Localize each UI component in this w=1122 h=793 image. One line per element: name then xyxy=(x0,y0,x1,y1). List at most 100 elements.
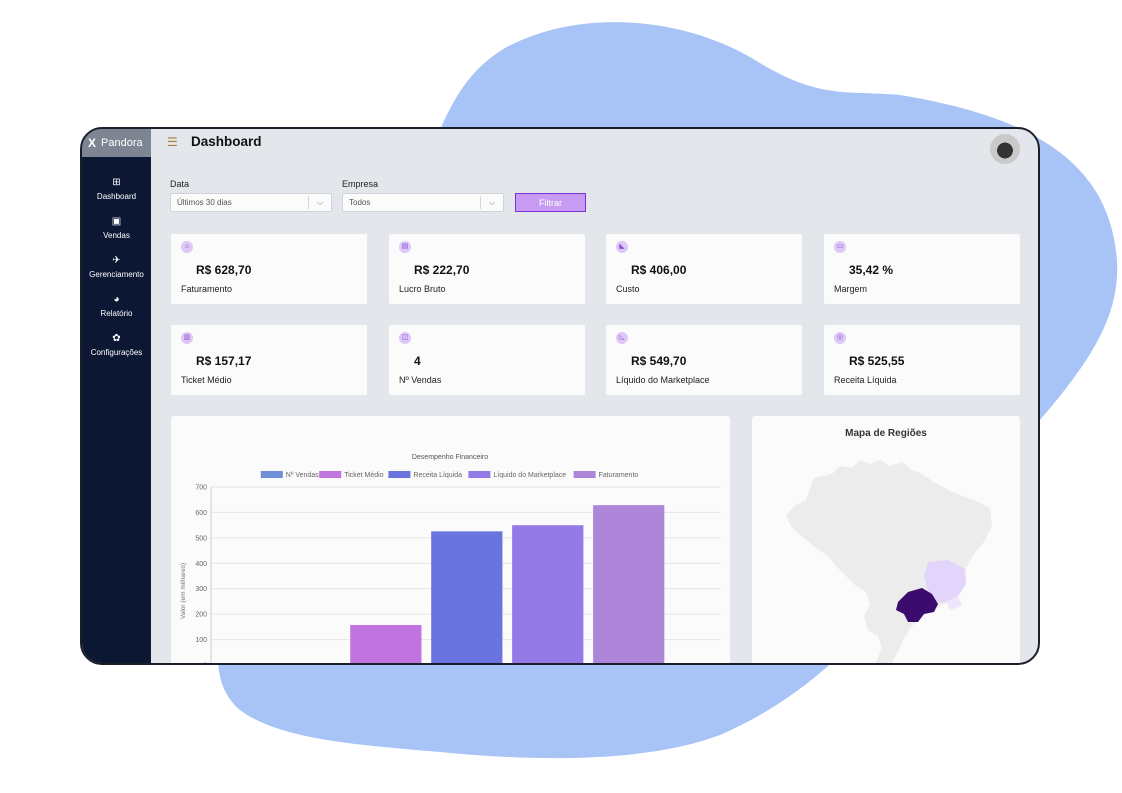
y-tick-label: 500 xyxy=(195,535,207,542)
main-content: ☰ Dashboard Data Últimos 30 dias ⌵ Empre… xyxy=(151,129,1038,663)
kpi-label: Margem xyxy=(834,284,868,294)
kpi-label: Lucro Bruto xyxy=(399,284,446,294)
kpi-card-num-vendas: ◫ 4 Nº Vendas xyxy=(389,325,585,395)
legend-label: Receita Líquida xyxy=(413,472,462,479)
sidebar-item-vendas[interactable]: ▣ Vendas xyxy=(82,216,151,240)
kpi-value: R$ 628,70 xyxy=(196,263,252,277)
kpi-card-liquido-marketplace: ◺ R$ 549,70 Líquido do Marketplace xyxy=(606,325,802,395)
data-select-value: Últimos 30 dias xyxy=(177,198,232,207)
y-axis-label: Valor (em milhares) xyxy=(180,563,187,619)
brand-mark: X xyxy=(88,136,97,150)
empresa-select[interactable]: Todos ⌵ xyxy=(342,193,504,212)
sidebar-item-dashboard[interactable]: ⊞ Dashboard xyxy=(82,177,151,201)
sidebar-item-label: Vendas xyxy=(103,231,130,240)
briefcase-icon: ▣ xyxy=(111,216,122,227)
kpi-card-margem: ▭ 35,42 % Margem xyxy=(824,234,1020,304)
bar-chart-icon: ▥ xyxy=(181,332,193,344)
kpi-label: Custo xyxy=(616,284,640,294)
financial-bar-chart: Desempenho Financeiro Nº Vendas Ticket Mé… xyxy=(180,454,721,666)
chart-legend: Nº Vendas Ticket Médio Receita Líquida Líqu… xyxy=(260,471,639,479)
map-region-rio-de-janeiro[interactable] xyxy=(946,596,962,610)
data-select[interactable]: Últimos 30 dias ⌵ xyxy=(170,193,332,212)
kpi-label: Nº Vendas xyxy=(399,375,442,385)
y-tick-label: 600 xyxy=(195,510,207,517)
sidebar-item-label: Relatório xyxy=(100,309,133,318)
trend-down-icon: ◣ xyxy=(616,241,628,253)
app-window: X Pandora ⊞ Dashboard ▣ Vendas ✈ Gerenci… xyxy=(80,127,1040,665)
y-tick-label: 300 xyxy=(195,586,207,593)
rocket-icon: ✈ xyxy=(112,255,121,266)
page-title: Dashboard xyxy=(191,134,262,149)
chart-bars xyxy=(269,505,665,665)
kpi-card-lucro-bruto: ▤ R$ 222,70 Lucro Bruto xyxy=(389,234,585,304)
wallet-icon: ▭ xyxy=(834,241,846,253)
bar-3 xyxy=(512,525,584,663)
chevron-down-icon: ⌵ xyxy=(308,196,331,209)
cash-icon: ▤ xyxy=(399,241,411,253)
sidebar-item-label: Configurações xyxy=(90,348,143,357)
kpi-value: R$ 406,00 xyxy=(631,263,687,277)
map-region-base[interactable] xyxy=(786,460,992,665)
bank-icon: ⌂ xyxy=(181,241,193,253)
kpi-label: Receita Líquida xyxy=(834,375,897,385)
legend-label: Faturamento xyxy=(599,472,639,479)
y-tick-label: 100 xyxy=(195,637,207,644)
y-tick-label: 0 xyxy=(203,663,207,666)
y-tick-label: 200 xyxy=(195,612,207,619)
kpi-value: R$ 525,55 xyxy=(849,354,905,368)
map-region-sao-paulo[interactable] xyxy=(896,588,938,622)
bar-0 xyxy=(269,664,340,665)
legend-label: Nº Vendas xyxy=(286,472,319,479)
kpi-value: R$ 549,70 xyxy=(631,354,687,368)
kpi-value: 4 xyxy=(414,354,421,368)
map-region-minas-gerais[interactable] xyxy=(924,560,966,602)
sidebar-item-label: Dashboard xyxy=(96,192,137,201)
data-filter-label: Data xyxy=(170,179,190,189)
kpi-value: R$ 222,70 xyxy=(414,263,470,277)
kpi-label: Faturamento xyxy=(181,284,233,294)
avatar[interactable] xyxy=(990,134,1020,164)
sidebar-nav: ⊞ Dashboard ▣ Vendas ✈ Gerenciamento ◕ R… xyxy=(82,177,151,357)
bar-2 xyxy=(431,531,503,663)
bar-1 xyxy=(350,625,422,663)
kpi-label: Ticket Médio xyxy=(181,375,232,385)
chart-title: Desempenho Financeiro xyxy=(412,454,488,461)
sidebar-item-gerenciamento[interactable]: ✈ Gerenciamento xyxy=(82,255,151,279)
legend-swatch xyxy=(388,471,411,478)
chart-panel: Desempenho Financeiro Nº Vendas Ticket Mé… xyxy=(171,416,730,666)
chevron-down-icon: ⌵ xyxy=(480,196,503,209)
kpi-card-receita-liquida: ◎ R$ 525,55 Receita Líquida xyxy=(824,325,1020,395)
brazil-map xyxy=(786,460,992,665)
legend-swatch xyxy=(573,471,596,478)
brand-logo[interactable]: X Pandora xyxy=(82,129,151,157)
grid-icon: ⊞ xyxy=(112,177,121,188)
settings-icon: ✿ xyxy=(112,333,121,344)
sidebar-item-relatorio[interactable]: ◕ Relatório xyxy=(82,294,151,318)
kpi-card-ticket-medio: ▥ R$ 157,17 Ticket Médio xyxy=(171,325,367,395)
y-tick-label: 700 xyxy=(195,485,207,492)
legend-label: Ticket Médio xyxy=(344,472,384,479)
menu-icon[interactable]: ☰ xyxy=(167,135,178,149)
legend-swatch xyxy=(260,471,283,478)
legend-label: Líquido do Marketplace xyxy=(493,472,566,479)
kpi-card-custo: ◣ R$ 406,00 Custo xyxy=(606,234,802,304)
legend-swatch xyxy=(319,471,342,478)
kpi-value: 35,42 % xyxy=(849,263,894,277)
filter-button[interactable]: Filtrar xyxy=(515,193,586,212)
legend-swatch xyxy=(468,471,491,478)
store-icon: ◺ xyxy=(616,332,628,344)
kpi-label: Líquido do Marketplace xyxy=(616,375,710,385)
map-title: Mapa de Regiões xyxy=(845,428,927,439)
bar-4 xyxy=(593,505,665,663)
y-tick-label: 400 xyxy=(195,561,207,568)
pie-chart-icon: ◕ xyxy=(113,294,120,305)
sidebar: X Pandora ⊞ Dashboard ▣ Vendas ✈ Gerenci… xyxy=(82,129,151,663)
map-panel: Mapa de Regiões xyxy=(752,416,1020,665)
sidebar-item-configuracoes[interactable]: ✿ Configurações xyxy=(82,333,151,357)
coins-icon: ◎ xyxy=(834,332,846,344)
sidebar-item-label: Gerenciamento xyxy=(89,270,144,279)
kpi-card-faturamento: ⌂ R$ 628,70 Faturamento xyxy=(171,234,367,304)
empresa-filter-label: Empresa xyxy=(342,179,379,189)
bag-icon: ◫ xyxy=(399,332,411,344)
empresa-select-value: Todos xyxy=(349,198,371,207)
